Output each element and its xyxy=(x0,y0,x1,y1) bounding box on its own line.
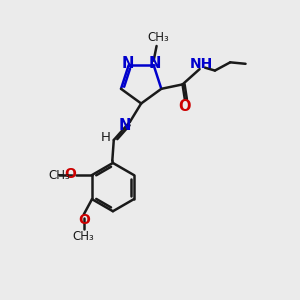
Text: H: H xyxy=(100,131,110,144)
Text: N: N xyxy=(122,56,134,71)
Text: O: O xyxy=(178,99,191,114)
Text: N: N xyxy=(148,56,161,71)
Text: CH₃: CH₃ xyxy=(48,169,70,182)
Text: O: O xyxy=(64,167,76,181)
Text: NH: NH xyxy=(190,57,213,71)
Text: CH₃: CH₃ xyxy=(73,230,94,243)
Text: CH₃: CH₃ xyxy=(147,31,169,44)
Text: N: N xyxy=(118,118,131,133)
Text: O: O xyxy=(78,213,90,227)
